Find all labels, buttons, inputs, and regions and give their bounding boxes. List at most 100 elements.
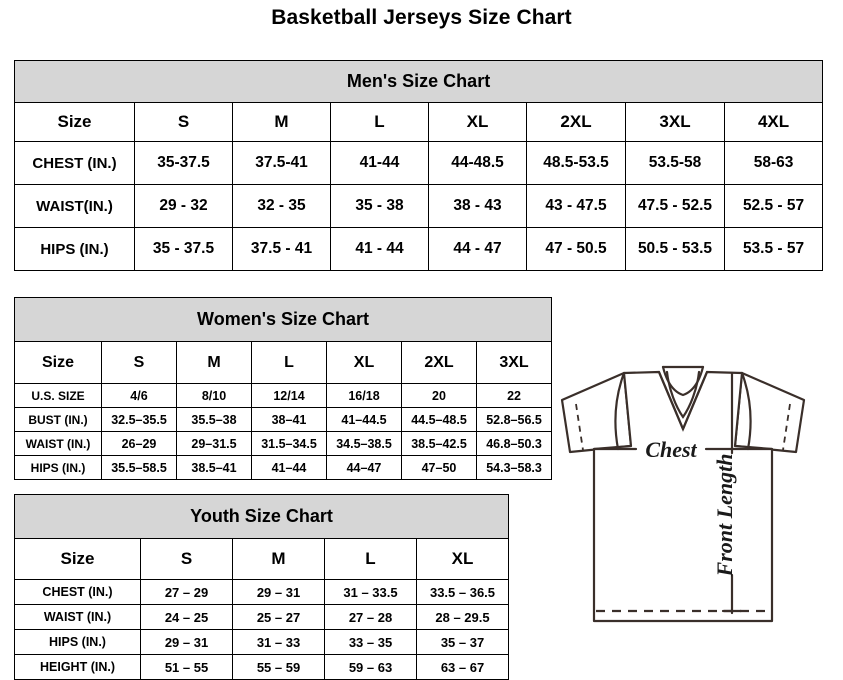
page-title: Basketball Jerseys Size Chart — [271, 6, 572, 29]
youth-hips-s: 29 – 31 — [140, 629, 233, 655]
womens-chart-title: Women's Size Chart — [13, 297, 553, 342]
womens-hips-2xl: 47–50 — [401, 455, 477, 480]
mens-row-label-hips: HIPS (IN.) — [14, 227, 135, 271]
mens-col-header-4xl: 4XL — [723, 102, 824, 142]
table-row: CHEST (IN.) 35-37.5 37.5-41 41-44 44-48.… — [14, 141, 824, 185]
mens-col-header-m: M — [232, 102, 331, 142]
womens-hips-3xl: 54.3–58.3 — [475, 455, 553, 480]
youth-hips-l: 33 – 35 — [324, 629, 417, 655]
mens-chest-m: 37.5-41 — [232, 141, 331, 185]
right-sleeve-cuff-dash — [782, 403, 791, 451]
womens-col-header-s: S — [101, 341, 177, 384]
table-header-row: Size S M L XL — [14, 538, 510, 580]
v-neck-outer-line — [657, 370, 709, 432]
mens-waist-s: 29 - 32 — [134, 184, 233, 228]
table-row: HIPS (IN.) 35 - 37.5 37.5 - 41 41 - 44 4… — [14, 227, 824, 271]
mens-row-label-chest: CHEST (IN.) — [14, 141, 135, 185]
table-title-row: Men's Size Chart — [13, 60, 824, 103]
mens-waist-xl: 38 - 43 — [428, 184, 527, 228]
womens-hips-s: 35.5–58.5 — [101, 455, 177, 480]
womens-hips-m: 38.5–41 — [176, 455, 252, 480]
mens-hips-xl: 44 - 47 — [428, 227, 527, 271]
youth-row-label-waist: WAIST (IN.) — [14, 604, 141, 630]
womens-col-header-m: M — [176, 341, 252, 384]
womens-row-label-waist: WAIST (IN.) — [14, 431, 102, 456]
youth-hips-m: 31 – 33 — [232, 629, 325, 655]
womens-hips-xl: 44–47 — [326, 455, 402, 480]
mens-col-header-l: L — [330, 102, 429, 142]
v-neck-inner-line — [665, 370, 701, 419]
youth-waist-s: 24 – 25 — [140, 604, 233, 630]
womens-waist-m: 29–31.5 — [176, 431, 252, 456]
youth-col-header-xl: XL — [415, 538, 510, 580]
womens-bust-2xl: 44.5–48.5 — [401, 407, 477, 432]
left-armhole-curve — [614, 371, 626, 451]
youth-row-label-chest: CHEST (IN.) — [14, 579, 141, 605]
mens-hips-l: 41 - 44 — [330, 227, 429, 271]
left-sleeve-cuff-dash — [575, 403, 584, 451]
collar-band-curve — [661, 365, 705, 397]
womens-col-header-xl: XL — [326, 341, 402, 384]
youth-waist-l: 27 – 28 — [324, 604, 417, 630]
table-title-row: Youth Size Chart — [13, 494, 510, 539]
youth-waist-xl: 28 – 29.5 — [415, 604, 510, 630]
womens-row-label-bust: BUST (IN.) — [14, 407, 102, 432]
youth-height-xl: 63 – 67 — [415, 654, 510, 680]
mens-chest-3xl: 53.5-58 — [625, 141, 725, 185]
table-header-row: Size S M L XL 2XL 3XL — [14, 341, 553, 384]
mens-hips-3xl: 50.5 - 53.5 — [625, 227, 725, 271]
womens-hips-l: 41–44 — [251, 455, 327, 480]
mens-waist-3xl: 47.5 - 52.5 — [625, 184, 725, 228]
mens-hips-s: 35 - 37.5 — [134, 227, 233, 271]
mens-col-header-size: Size — [14, 102, 135, 142]
womens-row-label-hips: HIPS (IN.) — [14, 455, 102, 480]
womens-ussize-xl: 16/18 — [326, 383, 402, 408]
womens-size-chart-table: Women's Size Chart Size S M L XL 2XL 3XL… — [13, 297, 553, 480]
youth-col-header-l: L — [324, 538, 417, 580]
womens-ussize-2xl: 20 — [401, 383, 477, 408]
youth-chest-xl: 33.5 – 36.5 — [415, 579, 510, 605]
youth-height-s: 51 – 55 — [140, 654, 233, 680]
youth-chart-title: Youth Size Chart — [13, 494, 510, 539]
youth-col-header-s: S — [140, 538, 233, 580]
womens-ussize-s: 4/6 — [101, 383, 177, 408]
mens-row-label-waist: WAIST(IN.) — [14, 184, 135, 228]
youth-col-header-size: Size — [14, 538, 141, 580]
womens-bust-s: 32.5–35.5 — [101, 407, 177, 432]
mens-hips-m: 37.5 - 41 — [232, 227, 331, 271]
table-header-row: Size S M L XL 2XL 3XL 4XL — [14, 102, 824, 142]
right-armhole-curve — [740, 371, 752, 451]
mens-chest-2xl: 48.5-53.5 — [526, 141, 626, 185]
front-length-label: Front Length — [712, 454, 737, 578]
mens-waist-2xl: 43 - 47.5 — [526, 184, 626, 228]
womens-col-header-l: L — [251, 341, 327, 384]
mens-col-header-2xl: 2XL — [526, 102, 626, 142]
mens-chest-l: 41-44 — [330, 141, 429, 185]
womens-col-header-size: Size — [14, 341, 102, 384]
mens-hips-4xl: 53.5 - 57 — [723, 227, 824, 271]
womens-waist-s: 26–29 — [101, 431, 177, 456]
mens-waist-4xl: 52.5 - 57 — [723, 184, 824, 228]
chest-label: Chest — [645, 437, 697, 462]
youth-col-header-m: M — [232, 538, 325, 580]
womens-ussize-3xl: 22 — [475, 383, 553, 408]
table-row: WAIST (IN.) 24 – 25 25 – 27 27 – 28 28 –… — [14, 604, 510, 630]
youth-chest-l: 31 – 33.5 — [324, 579, 417, 605]
mens-col-header-s: S — [134, 102, 233, 142]
mens-waist-l: 35 - 38 — [330, 184, 429, 228]
youth-hips-xl: 35 – 37 — [415, 629, 510, 655]
table-title-row: Women's Size Chart — [13, 297, 553, 342]
womens-bust-m: 35.5–38 — [176, 407, 252, 432]
table-row: U.S. SIZE 4/6 8/10 12/14 16/18 20 22 — [14, 383, 553, 408]
mens-size-chart-table: Men's Size Chart Size S M L XL 2XL 3XL 4… — [13, 60, 824, 271]
youth-chest-s: 27 – 29 — [140, 579, 233, 605]
womens-waist-xl: 34.5–38.5 — [326, 431, 402, 456]
womens-col-header-3xl: 3XL — [475, 341, 553, 384]
table-row: HEIGHT (IN.) 51 – 55 55 – 59 59 – 63 63 … — [14, 654, 510, 680]
jersey-measurement-diagram: Chest Front Length — [528, 345, 838, 670]
youth-height-l: 59 – 63 — [324, 654, 417, 680]
womens-ussize-m: 8/10 — [176, 383, 252, 408]
mens-chest-s: 35-37.5 — [134, 141, 233, 185]
youth-row-label-hips: HIPS (IN.) — [14, 629, 141, 655]
youth-row-label-height: HEIGHT (IN.) — [14, 654, 141, 680]
